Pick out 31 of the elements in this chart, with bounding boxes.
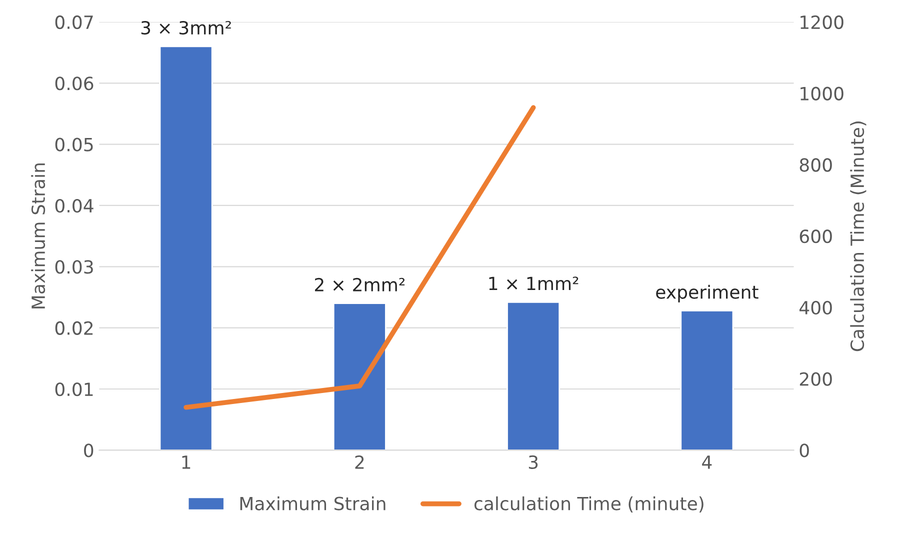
y2-tick-label: 0: [800, 444, 809, 458]
y-tick-label: 0.01: [55, 382, 93, 396]
bar: [159, 46, 213, 450]
annotation: experiment: [656, 284, 758, 302]
y-tick-label: 0.04: [55, 198, 94, 213]
y-tick-label: 0.07: [55, 15, 93, 30]
y2-axis-title: Calculation Time (Minute): [850, 122, 866, 352]
y2-tick-label: 400: [800, 300, 832, 315]
y2-tick-label: 600: [800, 230, 832, 244]
x-tick-label: 3: [528, 455, 538, 470]
x-tick-label: 2: [355, 455, 364, 469]
bar: [506, 301, 560, 450]
y-tick-label: 0.05: [55, 138, 93, 152]
y-tick-label: 0.02: [55, 321, 93, 335]
y-tick-label: 0.03: [55, 260, 93, 274]
annotation: 1 × 1mm²: [489, 276, 578, 290]
y-axis-title: Maximum Strain: [31, 164, 46, 308]
bar: [680, 310, 734, 450]
x-tick-label: 4: [702, 456, 712, 469]
x-tick-label: 1: [182, 456, 190, 469]
y2-tick-label: 1200: [800, 15, 844, 30]
y-tick-label: 0.06: [55, 76, 94, 90]
bar: [332, 302, 386, 450]
y2-tick-label: 1000: [800, 86, 844, 100]
legend-label: Maximum Strain: [240, 496, 386, 510]
legend-label: calculation Time (minute): [474, 496, 704, 513]
y2-tick-label: 200: [800, 372, 832, 386]
y2-tick-label: 800: [800, 158, 832, 172]
annotation: 3 × 3mm²: [141, 20, 231, 35]
annotation: 2 × 2mm²: [315, 278, 405, 292]
y-tick-label: 0: [84, 444, 94, 458]
